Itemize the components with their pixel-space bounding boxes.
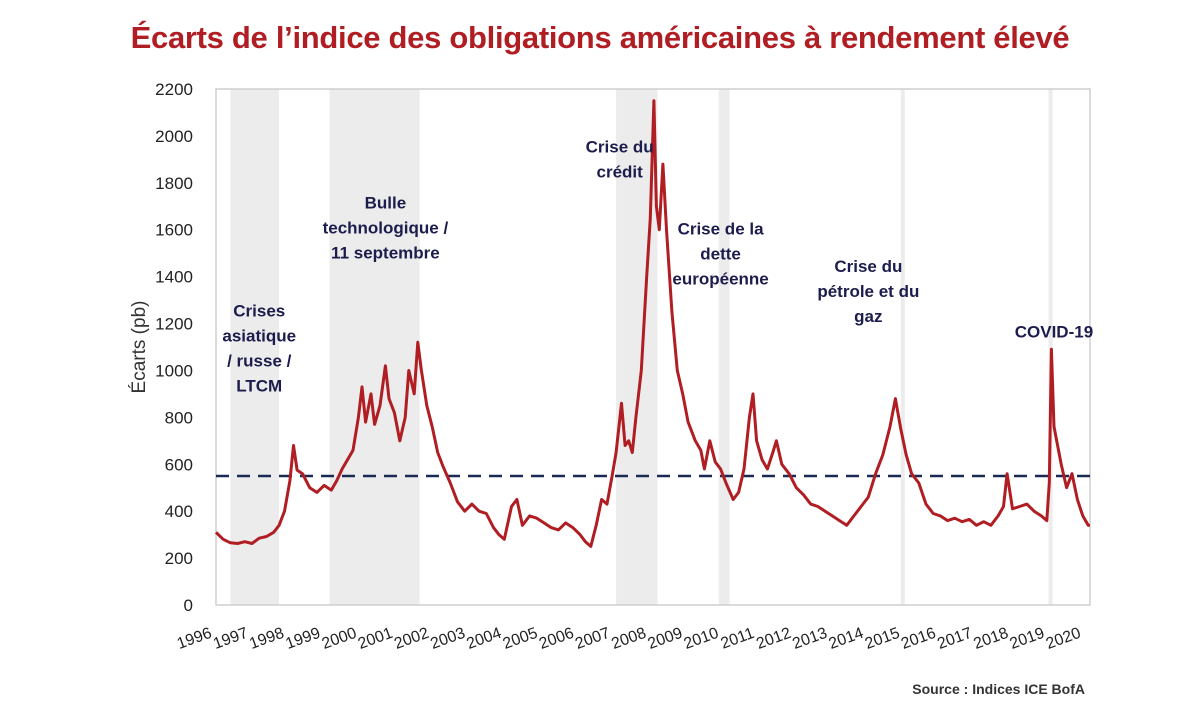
annotation-line: Bulle <box>365 194 407 213</box>
annotation-line: Crises <box>233 302 285 321</box>
annotation-line: 11 septembre <box>331 244 440 263</box>
y-tick-label: 1600 <box>155 221 193 240</box>
y-tick-label: 600 <box>165 455 193 474</box>
annotation-line: COVID-19 <box>1015 323 1093 342</box>
x-tick-label: 2017 <box>935 625 974 653</box>
y-tick-label: 1400 <box>155 268 193 287</box>
x-tick-label: 1996 <box>175 625 214 653</box>
annotation-line: Crise du <box>834 257 902 276</box>
annotation-2: Bulle technologique / 11 septembre <box>323 194 449 263</box>
annotation-5: Crise du pétrole et du gaz <box>817 257 919 326</box>
x-tick-label: 2002 <box>392 625 431 653</box>
x-tick-label: 2009 <box>646 625 685 653</box>
x-tick-label: 2007 <box>573 625 612 653</box>
y-axis: 0 200 400 600 800 1000 1200 1400 1600 1800 2000 220… <box>155 80 193 615</box>
annotations: Crises asiatique / russe / LTCM Bulle technol… <box>222 137 1093 395</box>
shaded-period-6 <box>1048 89 1053 605</box>
shaded-period-2 <box>329 89 420 605</box>
x-tick-label: 2014 <box>827 625 866 653</box>
annotation-line: Crise de la <box>678 219 765 238</box>
y-tick-label: 1000 <box>155 361 193 380</box>
annotation-line: européenne <box>672 269 768 288</box>
y-tick-label: 0 <box>184 596 193 615</box>
annotation-line: LTCM <box>236 377 282 396</box>
x-tick-label: 2001 <box>356 625 395 653</box>
y-tick-label: 2000 <box>155 127 193 146</box>
y-tick-label: 800 <box>165 408 193 427</box>
x-tick-label: 2006 <box>537 625 576 653</box>
y-tick-label: 200 <box>165 549 193 568</box>
y-axis-label: Écarts (pb) <box>129 301 150 394</box>
annotation-4: Crise de la dette européenne <box>672 219 768 288</box>
x-tick-label: 2004 <box>464 625 503 653</box>
y-tick-label: 1800 <box>155 174 193 193</box>
x-tick-label: 1999 <box>283 625 322 653</box>
y-tick-label: 1200 <box>155 315 193 334</box>
annotation-line: Crise du <box>586 137 654 156</box>
annotation-line: crédit <box>597 162 644 181</box>
annotation-1: Crises asiatique / russe / LTCM <box>222 302 296 396</box>
x-tick-label: 2010 <box>682 625 721 653</box>
x-tick-label: 2008 <box>609 625 648 653</box>
x-tick-label: 2000 <box>320 625 359 653</box>
annotation-line: technologique / <box>323 219 449 238</box>
x-tick-label: 2003 <box>428 625 467 653</box>
x-tick-label: 2015 <box>863 625 902 653</box>
x-tick-label: 1998 <box>247 625 286 653</box>
x-tick-label: 2011 <box>719 625 757 653</box>
x-tick-label: 2020 <box>1044 625 1083 653</box>
x-tick-label: 2005 <box>501 625 540 653</box>
y-tick-label: 400 <box>165 502 193 521</box>
x-tick-label: 1997 <box>211 625 250 653</box>
shaded-period-4 <box>718 89 730 605</box>
annotation-line: pétrole et du <box>817 282 919 301</box>
source-note: Source : Indices ICE BofA <box>912 681 1085 697</box>
annotation-line: dette <box>700 244 741 263</box>
plot-frame <box>215 88 1091 606</box>
annotation-line: asiatique <box>222 327 296 346</box>
y-tick-label: 2200 <box>155 80 193 99</box>
x-tick-label: 2019 <box>1008 625 1047 653</box>
annotation-3: Crise du crédit <box>586 137 654 181</box>
shaded-period-5 <box>900 89 905 605</box>
x-tick-label: 2018 <box>971 625 1010 653</box>
spread-series-line <box>214 99 1090 548</box>
annotation-line: gaz <box>854 307 882 326</box>
shaded-period-1 <box>230 89 280 605</box>
x-tick-label: 2012 <box>754 625 793 653</box>
x-tick-label: 2013 <box>790 625 829 653</box>
chart-title: Écarts de l’indice des obligations améri… <box>130 20 1070 55</box>
x-axis: 1996199719981999200020012002200320042005… <box>175 625 1083 653</box>
annotation-6: COVID-19 <box>1015 323 1093 342</box>
x-tick-label: 2016 <box>899 625 938 653</box>
annotation-line: / russe / <box>227 352 292 371</box>
